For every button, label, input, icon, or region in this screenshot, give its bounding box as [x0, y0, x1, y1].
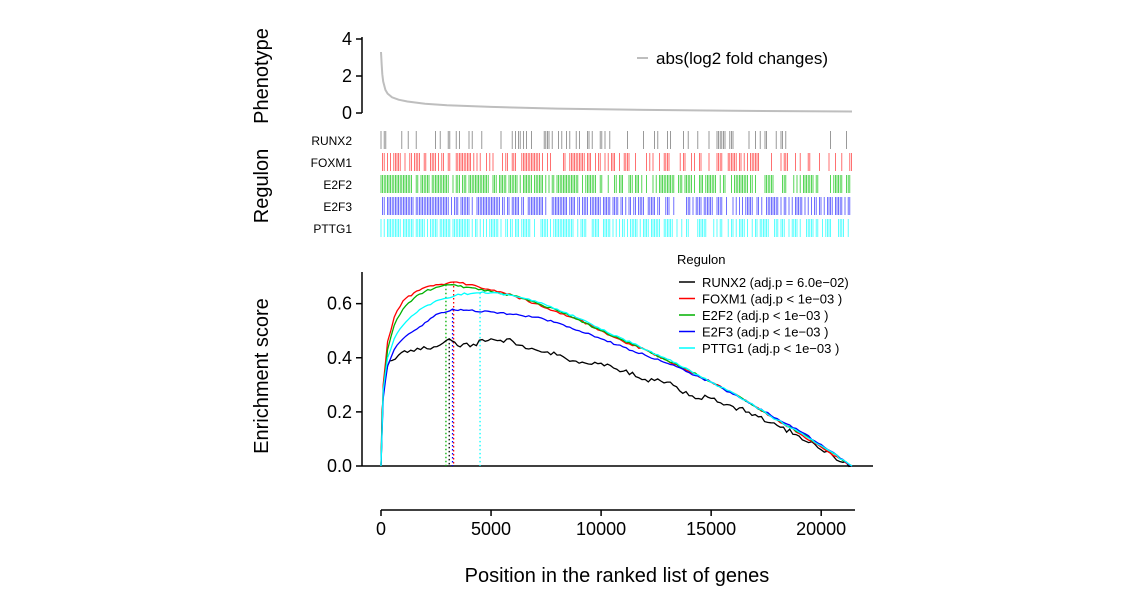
enrichment-ylabel: Enrichment score: [251, 298, 273, 454]
es-line-series: [380, 291, 853, 467]
enrichment-series: [380, 281, 853, 468]
es-line-series: [380, 338, 853, 468]
regulon-rug-e2f2: [380, 175, 851, 193]
x-tick-label: 0: [376, 519, 386, 539]
regulon-row-label: PTTG1: [313, 222, 352, 236]
phenotype-line: [380, 51, 853, 113]
regulon-rug-runx2: [380, 131, 847, 149]
x-tick-label: 15000: [686, 519, 736, 539]
legend-items: RUNX2 (adj.p = 6.0e−02) FOXM1 (adj.p < 1e…: [679, 275, 849, 356]
regulon-rug-foxm1: [382, 153, 852, 171]
phenotype-panel: Phenotype 0 2 4 abs(log2 fold changes): [251, 28, 853, 124]
regulon-ylabel: Regulon: [251, 149, 273, 224]
legend-entry-label: E2F2 (adj.p < 1e−03 ): [702, 308, 828, 323]
phenotype-y-tick-label: 2: [342, 66, 352, 86]
phenotype-y-tick-label: 0: [342, 103, 352, 123]
phenotype-ylabel: Phenotype: [251, 28, 273, 124]
enrichment-y-tick-label: 0.4: [327, 348, 352, 368]
regulon-row-label: E2F3: [323, 200, 352, 214]
regulon-row-label: RUNX2: [311, 134, 352, 148]
x-axis-label: Position in the ranked list of genes: [465, 565, 770, 587]
enrichment-y-tick-label: 0.6: [327, 294, 352, 314]
legend-entry-label: RUNX2 (adj.p = 6.0e−02): [702, 275, 849, 290]
regulon-rug-rows: RUNX2 FOXM1 E2F2 E2F3 PTTG1: [311, 131, 852, 237]
x-tick-label: 5000: [471, 519, 511, 539]
enrichment-x-ticks: 0 5000 10000 15000 20000: [376, 510, 846, 539]
regulon-row-label: E2F2: [323, 178, 352, 192]
legend-entry-label: FOXM1 (adj.p < 1e−03 ): [702, 292, 842, 307]
enrichment-y-tick-label: 0.2: [327, 402, 352, 422]
enrichment-y-tick-label: 0.0: [327, 456, 352, 476]
regulon-panel: Regulon RUNX2 FOXM1 E2F2 E2F3 PTTG1: [251, 131, 852, 237]
legend-title: Regulon: [677, 252, 725, 267]
enrichment-y-ticks: 0.0 0.2 0.4 0.6: [327, 294, 362, 476]
legend-entry-label: E2F3 (adj.p < 1e−03 ): [702, 325, 828, 340]
es-line-series: [380, 308, 853, 467]
x-tick-label: 20000: [796, 519, 846, 539]
regulon-row-label: FOXM1: [311, 156, 353, 170]
legend-entry-label: PTTG1 (adj.p < 1e−03 ): [702, 341, 839, 356]
phenotype-legend-label: abs(log2 fold changes): [656, 49, 828, 68]
phenotype-y-ticks: 0 2 4: [342, 29, 362, 123]
x-tick-label: 10000: [576, 519, 626, 539]
peak-markers: [445, 282, 481, 466]
phenotype-y-tick-label: 4: [342, 29, 352, 49]
regulon-rug-e2f3: [382, 197, 851, 215]
enrichment-panel: Enrichment score 0.0 0.2 0.4 0.6 0 5000 10000…: [251, 252, 873, 587]
legend: Regulon RUNX2 (adj.p = 6.0e−02) FOXM1 (ad…: [677, 252, 849, 356]
regulon-rug-pttg1: [380, 219, 849, 237]
